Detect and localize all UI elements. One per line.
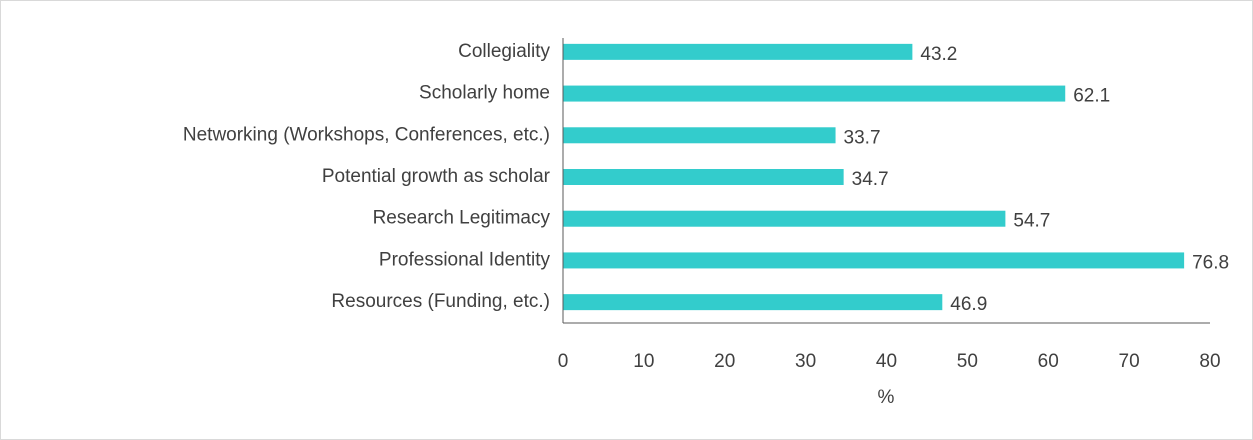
- bar: [563, 127, 836, 144]
- x-tick-label: 30: [795, 351, 816, 372]
- y-tick-label: Collegiality: [458, 41, 550, 62]
- value-label: 34.7: [852, 169, 889, 190]
- value-label: 46.9: [950, 294, 987, 315]
- bar: [563, 169, 844, 185]
- x-tick-label: 50: [957, 351, 978, 372]
- y-tick-label: Research Legitimacy: [373, 208, 551, 229]
- x-tick-label: 10: [633, 351, 654, 372]
- bar: [563, 210, 1006, 227]
- value-label: 54.7: [1013, 211, 1050, 232]
- x-tick-label: 60: [1038, 351, 1059, 372]
- x-tick-label: 20: [714, 351, 735, 372]
- x-tick-label: 40: [876, 351, 897, 372]
- value-label: 62.1: [1073, 86, 1110, 107]
- bar: [563, 43, 913, 60]
- x-axis-label: %: [878, 387, 895, 408]
- bar: [563, 294, 943, 311]
- bar: [563, 85, 1066, 102]
- y-tick-label: Scholarly home: [419, 83, 550, 104]
- y-tick-label: Networking (Workshops, Conferences, etc.…: [183, 124, 550, 145]
- y-tick-label: Resources (Funding, etc.): [331, 291, 550, 312]
- value-label: 76.8: [1192, 252, 1229, 273]
- value-label: 43.2: [920, 44, 957, 65]
- x-tick-label: 0: [558, 351, 569, 372]
- x-tick-label: 80: [1199, 351, 1220, 372]
- x-tick-label: 70: [1119, 351, 1140, 372]
- bar: [563, 252, 1185, 269]
- y-tick-label: Potential growth as scholar: [322, 166, 551, 187]
- value-label: 33.7: [844, 127, 881, 148]
- y-tick-label: Professional Identity: [379, 249, 551, 270]
